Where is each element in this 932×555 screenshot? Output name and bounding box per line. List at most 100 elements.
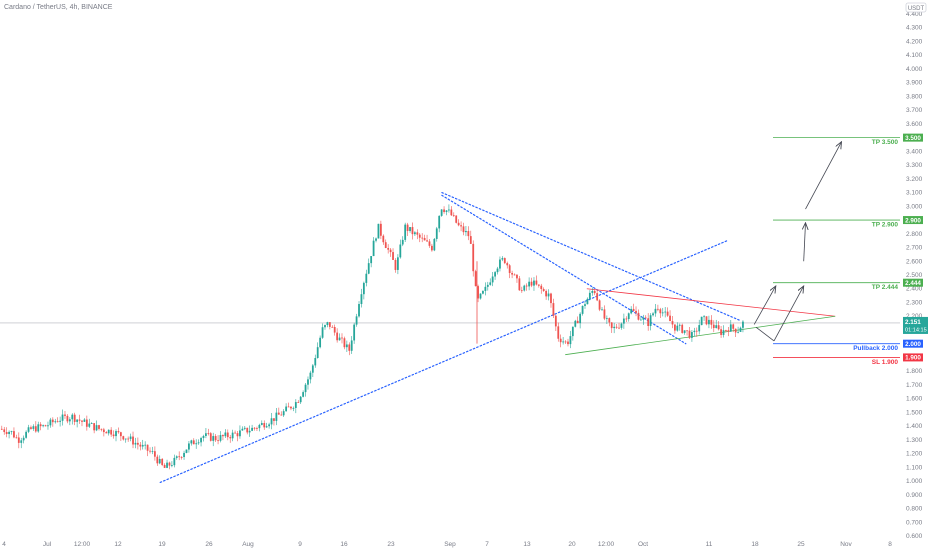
y-tick-label: 4.200	[906, 38, 923, 45]
candle-body	[562, 341, 565, 343]
candle-body	[294, 402, 297, 408]
y-tick-label: 3.300	[906, 162, 923, 169]
candle-body	[674, 324, 676, 331]
candle-body	[683, 330, 686, 333]
currency-badge[interactable]: USDT	[905, 2, 927, 13]
candle-body	[151, 451, 154, 452]
candles	[0, 204, 744, 470]
candle-body	[158, 458, 161, 464]
candle-body	[462, 226, 465, 233]
candle-body	[132, 436, 134, 445]
level-badge-text: 2.900	[905, 217, 921, 224]
candle-body	[615, 326, 618, 328]
candle-body	[576, 320, 579, 324]
candle-body	[678, 324, 681, 326]
candle-body	[601, 309, 603, 311]
candle-body	[341, 337, 343, 339]
projection-arrows[interactable]	[753, 142, 842, 342]
candle-body	[268, 424, 270, 427]
candle-body	[314, 357, 317, 366]
candle-body	[285, 406, 288, 412]
candle-body	[533, 280, 535, 286]
candle-body	[13, 431, 15, 438]
candle-body	[414, 232, 416, 235]
y-tick-label: 3.700	[906, 107, 923, 114]
candle-body	[613, 326, 616, 329]
y-tick-label: 1.400	[906, 423, 923, 430]
candle-body	[195, 443, 198, 445]
y-tick-label: 2.700	[906, 245, 923, 252]
projection-arrow[interactable]	[805, 142, 842, 210]
candle-body	[474, 271, 477, 287]
candle-body	[591, 290, 594, 293]
x-tick-label: 9	[298, 541, 302, 548]
candle-body	[222, 435, 224, 437]
candle-body	[163, 464, 166, 468]
candle-body	[448, 209, 450, 211]
candle-body	[450, 209, 453, 216]
triangle-support-line[interactable]	[565, 315, 836, 356]
candle-body	[552, 303, 555, 316]
projection-arrow[interactable]	[804, 223, 806, 262]
y-tick-label: 3.000	[906, 203, 923, 210]
candle-body	[326, 322, 329, 326]
projection-arrow[interactable]	[753, 286, 776, 325]
candle-body	[693, 330, 696, 333]
y-axis[interactable]: 0.600 0.700 0.800 0.900 1.000 1.100 1.200 1.300…	[906, 11, 923, 540]
ascending-support-line[interactable]	[159, 240, 728, 484]
candle-body	[705, 316, 708, 325]
candle-body	[396, 257, 399, 270]
trendlines[interactable]	[159, 191, 836, 484]
x-axis[interactable]: 4 Jul 12:00 12 19 26 Aug 9 16 23 Sep 7 13 20 12:00 Oct 1…	[2, 541, 892, 548]
candle-body	[477, 286, 479, 299]
y-tick-label: 4.000	[906, 66, 923, 73]
level-label: Pullback 2.000	[853, 345, 898, 352]
candle-body	[516, 274, 518, 279]
candle-body	[418, 234, 421, 238]
candle-body	[71, 414, 74, 420]
descending-channel-lower-line[interactable]	[441, 194, 687, 345]
descending-channel-upper-line[interactable]	[441, 191, 741, 321]
candle-body	[525, 285, 528, 287]
candle-body	[316, 347, 319, 358]
candle-body	[156, 456, 159, 464]
candle-body	[307, 379, 309, 385]
candle-body	[236, 433, 239, 437]
candle-body	[88, 423, 91, 427]
candle-body	[547, 293, 550, 297]
candle-body	[248, 430, 251, 433]
candle-body	[652, 313, 654, 316]
candle-body	[200, 438, 202, 443]
candle-body	[550, 293, 552, 304]
candle-body	[739, 327, 742, 332]
candle-body	[528, 281, 531, 287]
candle-body	[180, 457, 183, 458]
candle-body	[129, 436, 132, 439]
candle-body	[280, 414, 283, 416]
candle-body	[90, 423, 93, 424]
candle-body	[411, 227, 414, 235]
projection-arrow[interactable]	[773, 286, 804, 342]
candle-body	[275, 412, 278, 421]
y-tick-label: 2.400	[906, 286, 923, 293]
candle-body	[348, 344, 351, 351]
candle-body	[217, 440, 219, 442]
candle-body	[175, 456, 178, 458]
candle-body	[51, 419, 54, 423]
y-tick-label: 3.100	[906, 190, 923, 197]
y-tick-label: 0.700	[906, 519, 923, 526]
candle-body	[700, 316, 703, 326]
candle-body	[81, 420, 83, 422]
x-tick-label: 12	[114, 541, 122, 548]
triangle-resistance-line[interactable]	[586, 288, 836, 317]
x-tick-label: 20	[568, 541, 576, 548]
candle-body	[423, 237, 426, 241]
candle-body	[47, 425, 49, 427]
candle-body	[115, 431, 117, 437]
candle-body	[586, 298, 589, 305]
projection-arrow[interactable]	[755, 326, 775, 342]
candle-body	[253, 427, 256, 429]
candle-body	[647, 318, 650, 326]
